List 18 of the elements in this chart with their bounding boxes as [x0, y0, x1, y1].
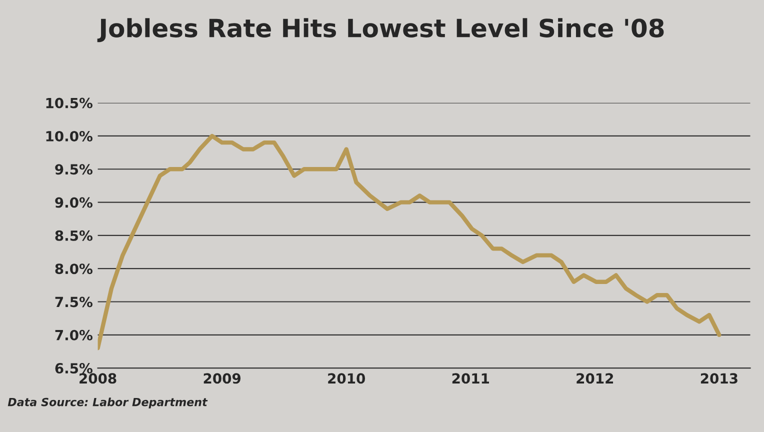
y-tick-label: 8.0% — [55, 264, 92, 274]
x-tick-label: 2009 — [204, 373, 241, 384]
y-tick-label: 7.5% — [55, 296, 92, 308]
chart-title: Jobless Rate Hits Lowest Level Since '08 — [97, 18, 664, 42]
x-tick-label: 2010 — [328, 373, 366, 384]
source-note: Data Source: Labor Department — [8, 398, 208, 408]
y-tick-label: 9.0% — [55, 197, 92, 208]
x-tick-label: 2008 — [80, 373, 116, 384]
y-tick-label: 10.5% — [46, 98, 92, 108]
x-tick-label: 2012 — [576, 373, 614, 384]
y-tick-label: 8.5% — [55, 230, 92, 241]
y-tick-label: 7.0% — [55, 330, 92, 340]
y-tick-label: 9.5% — [55, 164, 92, 175]
line-series — [98, 134, 722, 350]
x-tick-label: 2011 — [452, 373, 489, 384]
y-tick-label: 10.0% — [46, 130, 92, 142]
x-tick-label: 2013 — [700, 373, 738, 384]
y-tick-label: 6.5% — [55, 363, 92, 374]
